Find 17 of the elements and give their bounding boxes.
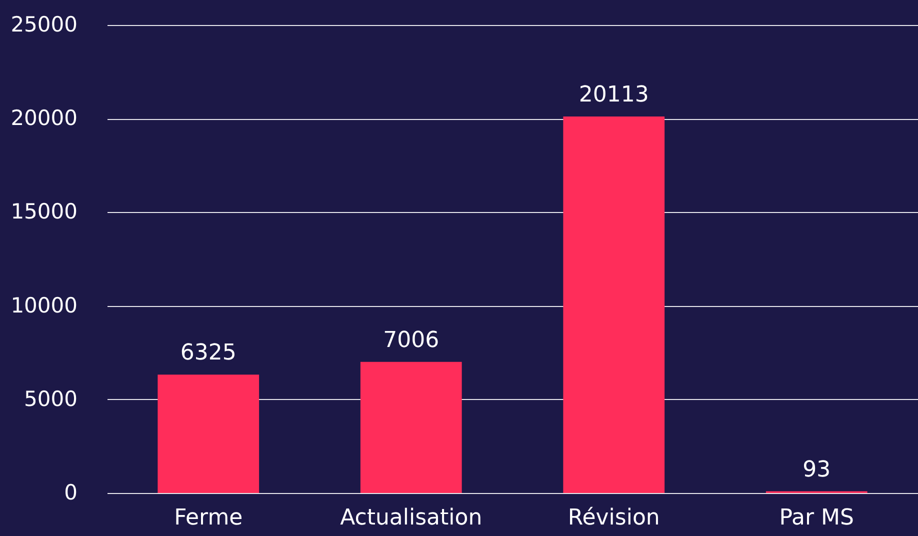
y-tick-label: 10000	[10, 293, 78, 318]
y-tick-label: 15000	[10, 200, 78, 224]
data-label: 93	[802, 457, 831, 482]
bar	[563, 116, 665, 493]
x-tick-label: Actualisation	[340, 506, 482, 530]
y-tick-label: 20000	[10, 106, 78, 130]
data-label: 7006	[383, 328, 440, 353]
y-tick-label: 5000	[24, 386, 78, 411]
bar	[158, 374, 260, 493]
bar	[360, 362, 462, 493]
data-label: 6325	[180, 340, 236, 366]
y-tick-label: 25000	[10, 12, 78, 36]
x-tick-label: Révision	[568, 506, 660, 530]
y-tick-label: 0	[64, 480, 78, 504]
x-tick-label: Par MS	[779, 506, 854, 530]
data-label: 20113	[578, 82, 649, 108]
x-tick-label: Ferme	[174, 506, 243, 530]
